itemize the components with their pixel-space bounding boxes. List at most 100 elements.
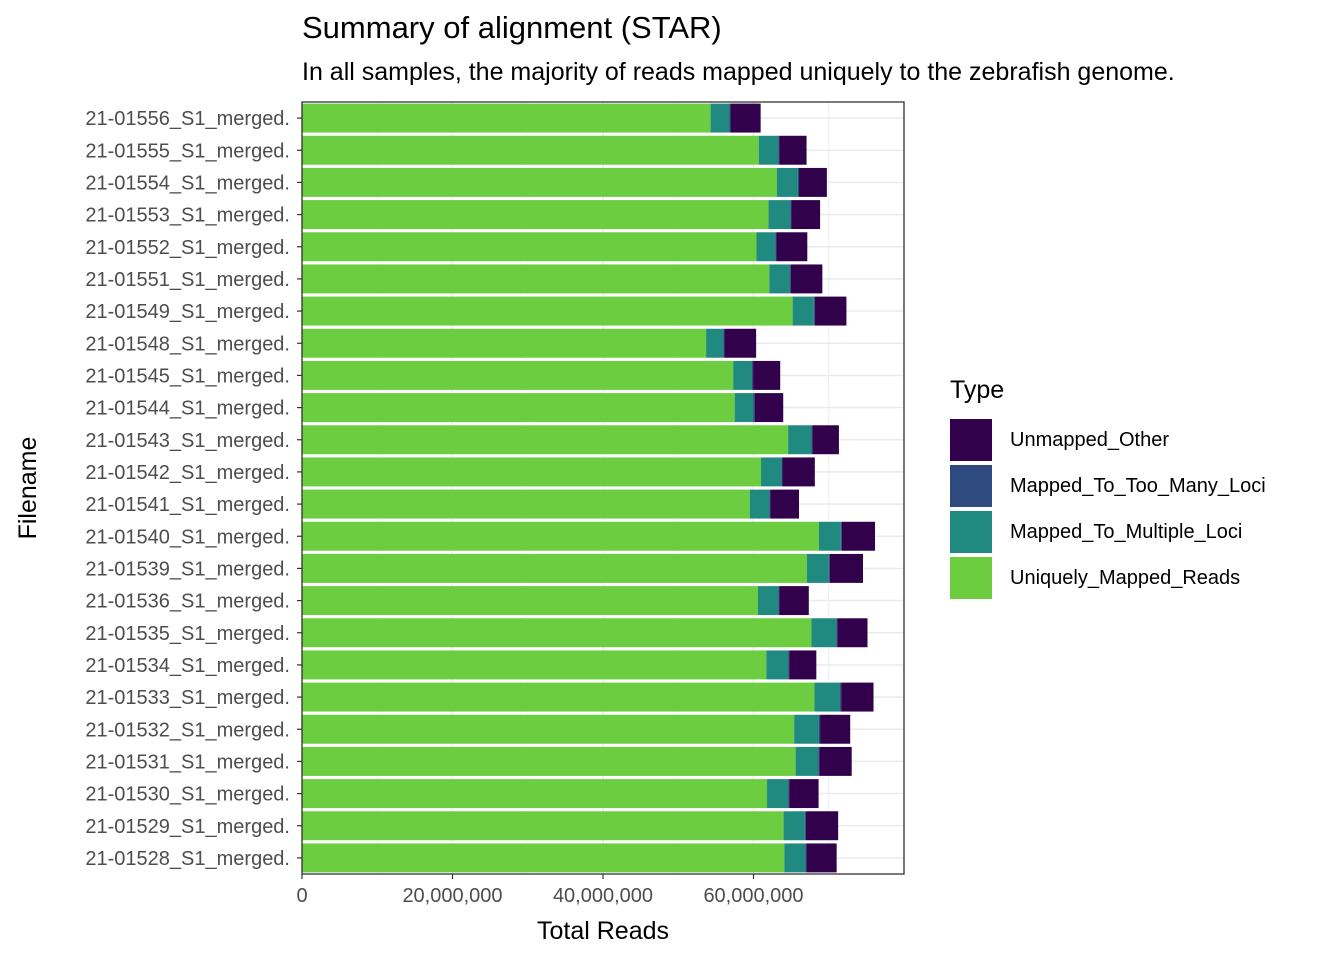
bar-segment-mapped-to-multiple-loci [758, 586, 779, 616]
bar-segment-mapped-to-multiple-loci [758, 135, 779, 165]
bar-segment-mapped-to-too-many-loci [804, 811, 806, 841]
y-tick-label: 21-01533_S1_merged. [85, 687, 290, 709]
bar-segment-uniquely-mapped-reads [302, 264, 770, 294]
bar-segment-mapped-to-multiple-loci [756, 232, 776, 262]
y-tick-label: 21-01543_S1_merged. [85, 430, 290, 452]
bar-segment-uniquely-mapped-reads [302, 682, 815, 712]
bar-segment-uniquely-mapped-reads [302, 360, 734, 390]
y-tick-label: 21-01541_S1_merged. [85, 494, 290, 516]
bar-segment-uniquely-mapped-reads [302, 553, 807, 583]
y-tick-label: 21-01534_S1_merged. [85, 655, 290, 677]
x-axis-title: Total Reads [537, 917, 669, 945]
bar-segment-uniquely-mapped-reads [302, 586, 759, 616]
bar-segment-mapped-to-multiple-loci [710, 103, 730, 133]
bar-segment-unmapped-other [805, 811, 839, 841]
bar-segment-unmapped-other [791, 200, 821, 230]
bar-segment-unmapped-other [779, 135, 807, 165]
bar-segment-mapped-to-multiple-loci [795, 746, 819, 776]
bar-segment-unmapped-other [789, 779, 819, 809]
bar-segment-unmapped-other [770, 489, 800, 519]
bar-segment-mapped-to-multiple-loci [766, 650, 789, 680]
y-tick-label: 21-01549_S1_merged. [85, 301, 290, 323]
legend-item: Unmapped_Other [950, 417, 1266, 463]
bar-segment-uniquely-mapped-reads [302, 779, 768, 809]
bar-segment-unmapped-other [724, 328, 757, 358]
bar-segment-mapped-to-too-many-loci [818, 714, 821, 744]
bar-segment-unmapped-other [837, 618, 868, 648]
bar-segment-mapped-to-too-many-loci [778, 135, 780, 165]
legend-swatch-unmapped-other [950, 419, 992, 461]
bar-segment-mapped-to-multiple-loci [788, 425, 812, 455]
bar-segment-mapped-to-too-many-loci [789, 264, 791, 294]
legend-item: Mapped_To_Multiple_Loci [950, 509, 1266, 555]
bar-segment-mapped-to-multiple-loci [818, 521, 841, 551]
bar-segment-unmapped-other [841, 521, 876, 551]
bar-segment-unmapped-other [782, 457, 815, 487]
bar-segment-uniquely-mapped-reads [302, 811, 784, 841]
y-tick-label: 21-01551_S1_merged. [85, 269, 290, 291]
bar-segment-mapped-to-too-many-loci [751, 360, 754, 390]
bar-segment-uniquely-mapped-reads [302, 714, 795, 744]
bar-segment-unmapped-other [814, 296, 847, 326]
y-tick-label: 21-01530_S1_merged. [85, 784, 290, 806]
bar-segment-mapped-to-multiple-loci [706, 328, 724, 358]
legend-label: Mapped_To_Multiple_Loci [1010, 520, 1243, 543]
y-tick-label: 21-01540_S1_merged. [85, 526, 290, 548]
bar-segment-uniquely-mapped-reads [302, 296, 793, 326]
y-tick-label: 21-01539_S1_merged. [85, 558, 290, 580]
bar-segment-uniquely-mapped-reads [302, 232, 757, 262]
y-tick-label: 21-01556_S1_merged. [85, 108, 290, 130]
y-tick-label: 21-01553_S1_merged. [85, 205, 290, 227]
bar-segment-mapped-to-too-many-loci [788, 779, 790, 809]
bar-segment-unmapped-other [753, 360, 781, 390]
bar-segment-mapped-to-too-many-loci [797, 167, 800, 197]
bar-segment-mapped-to-multiple-loci [783, 811, 805, 841]
bar-segment-mapped-to-too-many-loci [813, 296, 815, 326]
x-axis-ticks: 0 20,000,000 40,000,000 60,000,000 [296, 874, 804, 907]
bar-segment-mapped-to-too-many-loci [840, 521, 842, 551]
bar-segment-uniquely-mapped-reads [302, 618, 812, 648]
x-tick-label: 20,000,000 [402, 885, 502, 907]
bar-segment-mapped-to-too-many-loci [778, 586, 780, 616]
bar-segment-unmapped-other [754, 393, 784, 423]
bar-segment-unmapped-other [789, 650, 817, 680]
legend-title: Type [950, 376, 1005, 404]
bar-segment-mapped-to-multiple-loci [768, 200, 791, 230]
bar-segment-uniquely-mapped-reads [302, 103, 711, 133]
bar-segment-mapped-to-multiple-loci [761, 457, 782, 487]
bar-segment-uniquely-mapped-reads [302, 200, 769, 230]
bar-segment-unmapped-other [779, 586, 809, 616]
bar-segment-mapped-to-too-many-loci [811, 425, 813, 455]
bar-segment-mapped-to-multiple-loci [792, 296, 814, 326]
bar-segment-unmapped-other [812, 425, 839, 455]
y-tick-label: 21-01542_S1_merged. [85, 462, 290, 484]
y-tick-label: 21-01531_S1_merged. [85, 751, 290, 773]
y-tick-label: 21-01529_S1_merged. [85, 816, 290, 838]
bar-segment-unmapped-other [730, 103, 761, 133]
bar-segment-mapped-to-too-many-loci [818, 746, 820, 776]
x-tick-label: 0 [296, 885, 307, 907]
legend-swatch-uniquely-mapped [950, 557, 992, 599]
bar-segment-mapped-to-multiple-loci [794, 714, 819, 744]
legend-item: Mapped_To_Too_Many_Loci [950, 463, 1266, 509]
legend-label: Mapped_To_Too_Many_Loci [1010, 474, 1266, 497]
bar-segment-mapped-to-multiple-loci [769, 264, 790, 294]
bar-segment-uniquely-mapped-reads [302, 393, 735, 423]
x-tick-label: 40,000,000 [553, 885, 653, 907]
y-axis-ticks: 21-01556_S1_merged. 21-01555_S1_merged. 21… [85, 108, 302, 870]
legend: Type Unmapped_Other Mapped_To_Too_Many_L… [950, 376, 1266, 601]
bar-layer [302, 103, 876, 873]
bar-segment-uniquely-mapped-reads [302, 489, 750, 519]
y-tick-label: 21-01554_S1_merged. [85, 172, 290, 194]
bar-segment-mapped-to-multiple-loci [749, 489, 770, 519]
bar-segment-unmapped-other [841, 682, 874, 712]
bar-segment-mapped-to-multiple-loci [733, 360, 752, 390]
bar-segment-mapped-to-multiple-loci [811, 618, 837, 648]
y-tick-label: 21-01528_S1_merged. [85, 848, 290, 870]
y-tick-label: 21-01552_S1_merged. [85, 237, 290, 259]
bar-segment-unmapped-other [776, 232, 808, 262]
legend-item: Uniquely_Mapped_Reads [950, 555, 1266, 601]
bar-segment-mapped-to-too-many-loci [788, 650, 790, 680]
y-tick-label: 21-01544_S1_merged. [85, 398, 290, 420]
